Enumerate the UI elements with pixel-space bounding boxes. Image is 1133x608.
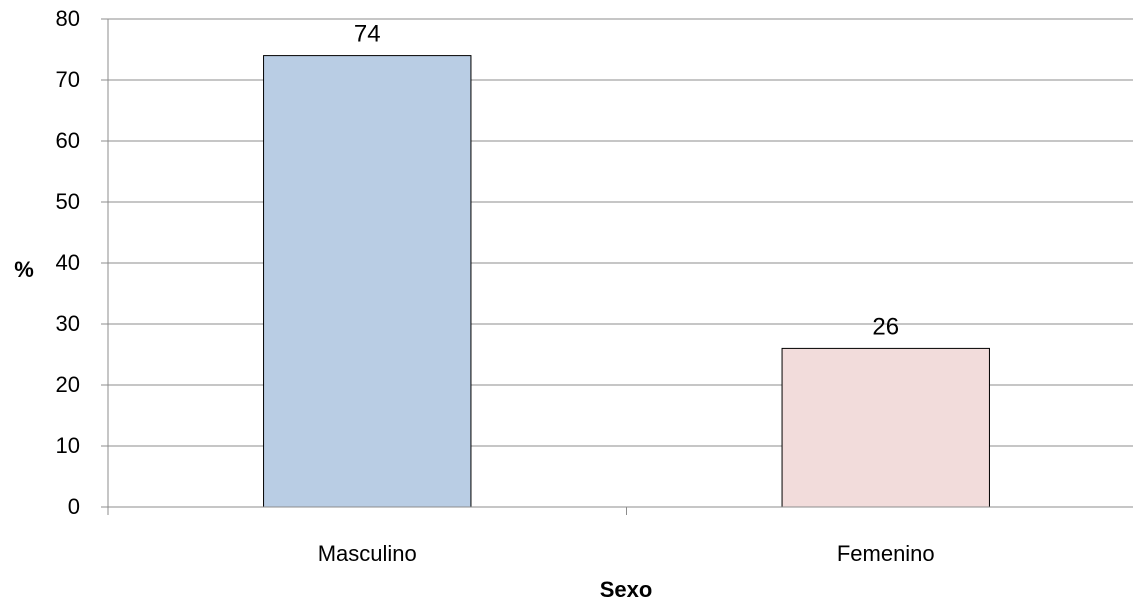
data-label: 74 [354,21,381,48]
data-label: 26 [872,313,899,340]
x-tick-label: Femenino [837,541,935,566]
y-axis-title: % [14,257,34,282]
bar-femenino [781,347,990,508]
axes [101,18,1133,515]
y-tick-label: 70 [56,67,80,92]
x-tick-label: Masculino [318,541,417,566]
y-tick-label: 50 [56,189,80,214]
bar-masculino [263,55,472,508]
x-axis-title: Sexo [600,577,653,602]
y-tick-label: 10 [56,433,80,458]
y-tick-label: 80 [56,6,80,31]
y-tick-label: 30 [56,311,80,336]
labels: 0 10 20 30 40 50 60 70 80 74 Masculino 26 Femenino [56,6,935,566]
y-tick-label: 20 [56,372,80,397]
y-tick-label: 0 [68,494,80,519]
y-tick-label: 40 [56,250,80,275]
y-tick-label: 60 [56,128,80,153]
bars [263,55,990,508]
